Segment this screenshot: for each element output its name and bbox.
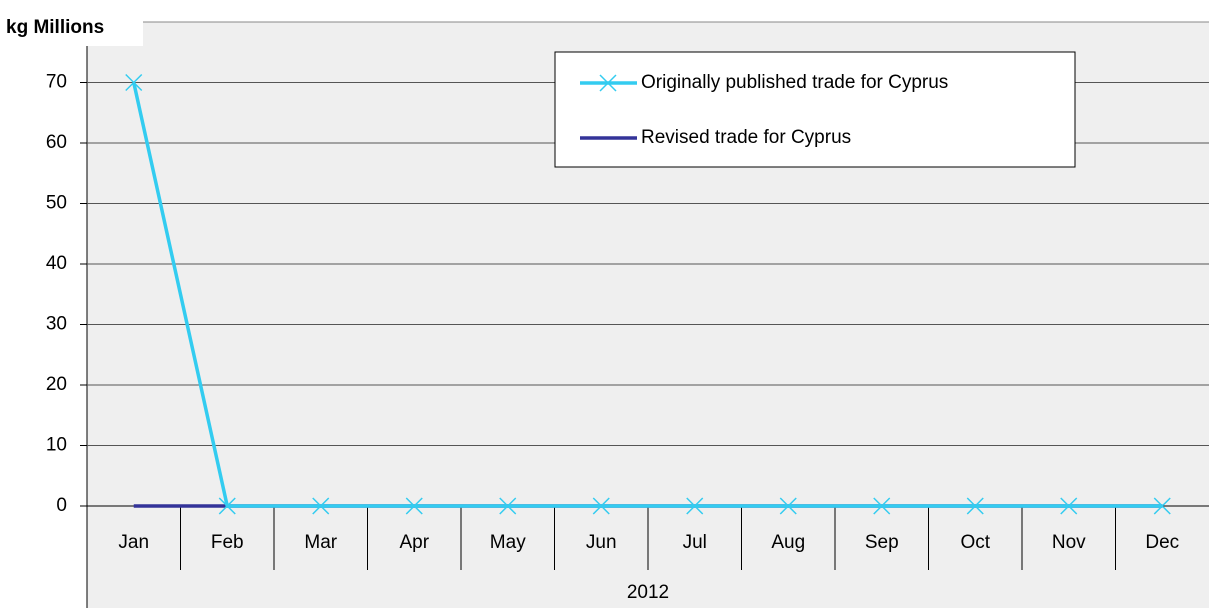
marker: [1153, 497, 1171, 515]
marker: [686, 497, 704, 515]
y-tick-label: 20: [46, 374, 67, 395]
marker: [218, 497, 236, 515]
x-group-label: 2012: [627, 582, 669, 603]
marker: [779, 497, 797, 515]
marker: [312, 497, 330, 515]
x-tick-label: Mar: [304, 532, 337, 553]
marker: [599, 74, 617, 92]
legend: [554, 51, 1076, 168]
x-tick-label: May: [490, 532, 526, 553]
y-tick-label: 0: [56, 495, 67, 516]
legend-label: Revised trade for Cyprus: [641, 127, 851, 148]
y-tick-label: 40: [46, 253, 67, 274]
x-tick-label: Oct: [960, 532, 990, 553]
x-tick-label: Nov: [1052, 532, 1086, 553]
series-line: [132, 82, 1163, 508]
x-tick-label: Jun: [586, 532, 617, 553]
y-tick-label: 60: [46, 132, 67, 153]
marker: [966, 497, 984, 515]
x-tick-label: Dec: [1145, 532, 1179, 553]
marker: [592, 497, 610, 515]
marker: [499, 497, 517, 515]
y-label-box: [0, 8, 143, 46]
marker: [873, 497, 891, 515]
y-tick-label: 30: [46, 314, 67, 335]
marker: [1060, 497, 1078, 515]
x-tick-label: Apr: [399, 532, 429, 553]
marker: [125, 73, 143, 92]
y-label: kg Millions: [6, 17, 104, 38]
y-tick-label: 70: [46, 72, 67, 93]
legend-label: Originally published trade for Cyprus: [641, 72, 948, 93]
x-tick-label: Feb: [211, 532, 244, 553]
y-tick-label: 50: [46, 193, 67, 214]
x-tick-label: Aug: [771, 532, 805, 553]
y-tick-label: 10: [46, 435, 67, 456]
marker: [405, 497, 423, 515]
x-tick-label: Jan: [118, 532, 149, 553]
x-tick-label: Jul: [683, 532, 707, 553]
x-tick-label: Sep: [865, 532, 899, 553]
